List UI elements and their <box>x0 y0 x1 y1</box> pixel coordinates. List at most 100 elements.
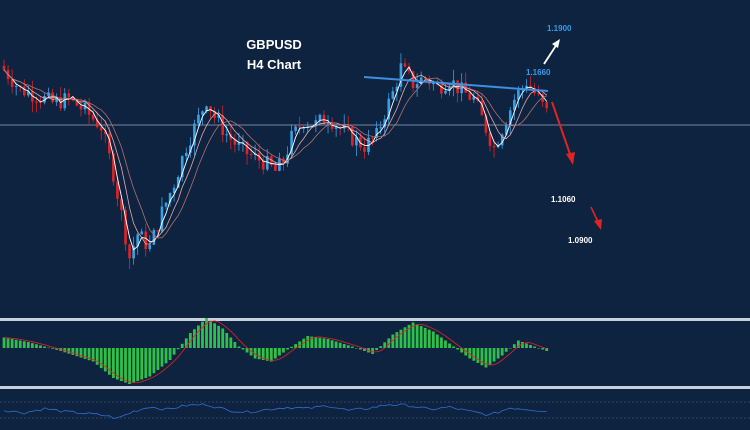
rsi-indicator <box>3 403 547 419</box>
candle <box>221 105 225 143</box>
macd-bar <box>282 348 285 353</box>
candle <box>160 197 164 234</box>
macd-bar <box>488 348 492 365</box>
macd-bar <box>51 348 55 349</box>
candle <box>14 82 18 96</box>
macd-bar <box>47 347 50 349</box>
macd-bar <box>22 341 26 348</box>
macd-bar <box>419 326 423 348</box>
macd-bar <box>516 340 520 348</box>
panel-separator-macd <box>0 318 750 321</box>
candle <box>346 116 350 132</box>
macd-bar <box>128 348 131 384</box>
macd-bar <box>525 343 528 348</box>
macd-bar <box>124 348 127 383</box>
macd-bar <box>407 324 411 348</box>
macd-bar <box>148 348 152 377</box>
macd-bar <box>476 348 480 363</box>
candle <box>403 58 407 68</box>
macd-bar <box>10 339 14 348</box>
macd-bar <box>152 348 156 374</box>
macd-bar <box>346 345 350 348</box>
candle <box>205 105 208 114</box>
macd-bar <box>480 348 484 366</box>
macd-bar <box>209 320 212 348</box>
candle <box>79 98 83 117</box>
macd-bar <box>379 346 383 348</box>
macd-bar <box>111 348 115 378</box>
macd-bar <box>395 332 399 348</box>
macd-bar <box>342 344 346 348</box>
macd-bar <box>431 331 435 348</box>
macd-bar <box>241 348 245 350</box>
macd-bar <box>290 346 293 348</box>
macd-bar <box>484 348 488 368</box>
macd-bar <box>294 344 298 348</box>
candle <box>67 88 71 106</box>
level-label-1.1060: 1.1060 <box>551 195 576 204</box>
macd-bar <box>423 327 427 348</box>
macd-bar <box>273 348 277 359</box>
macd-bar <box>472 348 476 361</box>
chart-subtitle: H4 Chart <box>247 57 302 72</box>
macd-bar <box>87 348 91 361</box>
macd-bar <box>233 342 237 348</box>
macd-bar <box>237 346 241 348</box>
macd-bar <box>504 348 508 352</box>
macd-bar <box>350 346 354 348</box>
candle <box>116 177 119 207</box>
macd-bar <box>440 337 443 348</box>
macd-bar <box>359 348 362 350</box>
macd-bar <box>399 329 403 348</box>
macd-bar <box>403 327 407 348</box>
candle <box>128 243 131 270</box>
macd-bar <box>286 348 289 350</box>
macd-bar <box>387 338 391 348</box>
candles-group <box>2 53 549 270</box>
macd-histogram <box>2 318 549 384</box>
candle <box>233 134 237 153</box>
down-arrow-1 <box>551 101 575 165</box>
macd-bar <box>265 348 269 361</box>
candle <box>359 132 362 151</box>
candle <box>193 119 196 156</box>
candle <box>545 101 549 113</box>
macd-bar <box>269 348 273 362</box>
macd-bar <box>464 348 468 356</box>
macd-bar <box>302 338 306 348</box>
macd-bar <box>363 348 366 351</box>
macd-bar <box>39 345 42 348</box>
macd-bar <box>529 345 532 348</box>
candle <box>22 79 26 98</box>
chart-title: GBPUSD <box>246 37 302 52</box>
macd-bar <box>26 342 30 348</box>
macd-bar <box>71 348 75 355</box>
macd-bar <box>136 348 140 381</box>
up-arrow <box>543 39 560 65</box>
candle <box>298 116 301 135</box>
macd-bar <box>314 337 318 348</box>
macd-bar <box>99 348 103 369</box>
macd-bar <box>322 338 326 348</box>
macd-bar <box>512 344 516 348</box>
candle <box>355 130 358 156</box>
macd-bar <box>448 343 451 348</box>
candle <box>249 147 253 160</box>
macd-bar <box>253 348 257 359</box>
macd-bar <box>205 318 208 348</box>
macd-bar <box>278 348 281 356</box>
level-label-1.0900: 1.0900 <box>568 236 593 245</box>
candle <box>164 202 168 210</box>
macd-bar <box>521 342 524 348</box>
candle <box>180 155 184 182</box>
macd-bar <box>537 348 541 349</box>
macd-bar <box>306 336 310 348</box>
macd-bar <box>245 348 249 353</box>
macd-bar <box>460 348 464 353</box>
macd-bar <box>160 348 164 367</box>
down-arrow-2 <box>590 206 602 230</box>
candle <box>274 161 277 172</box>
macd-bar <box>533 346 536 348</box>
candle <box>513 94 516 121</box>
candle <box>488 130 492 152</box>
